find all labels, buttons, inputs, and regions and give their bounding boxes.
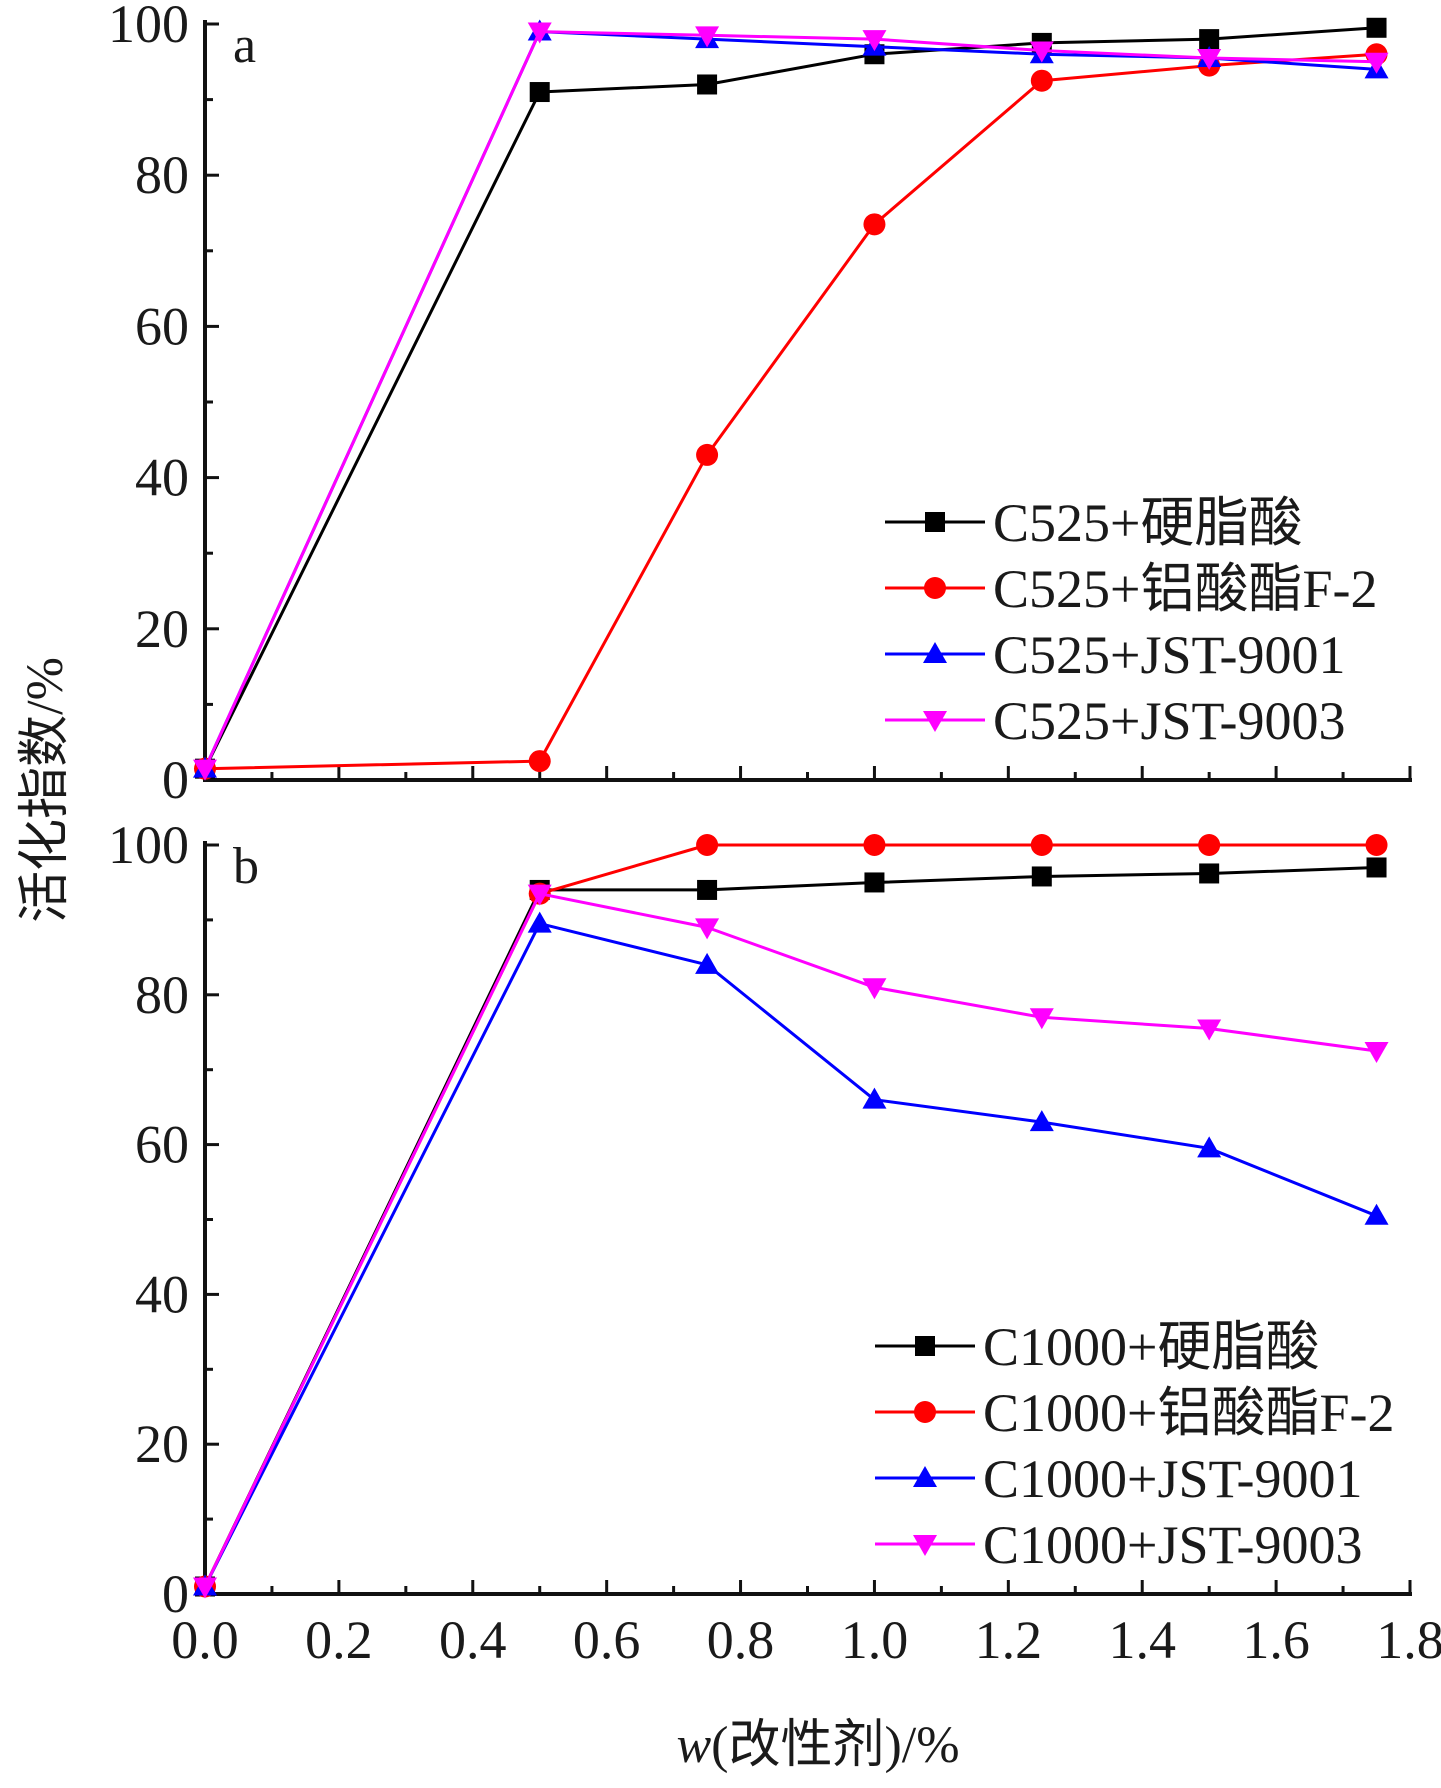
x-tick-label: 1.4 (1108, 1610, 1176, 1670)
panel-a-data-point (862, 30, 887, 52)
panel-a-legend-label: C525+铝酸酯F-2 (993, 559, 1378, 619)
panel-a-data-point (863, 213, 886, 236)
panel-b-data-point (695, 918, 720, 940)
panel-a-data-point (1366, 17, 1387, 38)
panel-b-label: b (233, 838, 259, 895)
panel-a-y-tick-label: 40 (135, 448, 189, 508)
panel-b-data-point (1198, 834, 1221, 856)
panel-a-legend-marker (925, 512, 945, 532)
panel-b-data-point (864, 872, 885, 893)
panel-b-y-tick-label: 100 (108, 815, 189, 875)
panel-a-legend-entry: C525+JST-9003 (885, 691, 1346, 751)
panel-a-legend-marker (923, 711, 947, 732)
panel-b-series-4 (193, 884, 1389, 1599)
panel-a-data-point (1030, 69, 1053, 92)
panel-b-data-point (1199, 863, 1220, 884)
panel-a-y-tick-label: 60 (135, 296, 189, 356)
panel-a-data-point (528, 750, 551, 773)
x-axis-title: w(改性剂)/% (676, 1717, 959, 1774)
panel-b-data-point (193, 1577, 217, 1599)
panel-a-label: a (233, 17, 256, 74)
axes-layer: 0 20 40 60 80 100 a 0 20 40 60 80 100 0.0 0.2 0.4 0.6 0.8… (108, 0, 1441, 1670)
panel-a-data-point (695, 26, 720, 48)
panel-b-y-tick-label: 0 (162, 1564, 189, 1624)
panel-b-data-point (1365, 834, 1388, 856)
panel-b-legend-marker (914, 1401, 936, 1423)
x-axis-title-rest: (改性剂)/% (711, 1717, 959, 1774)
panel-a-y-tick-label: 100 (108, 0, 189, 54)
panel-a-data-point (697, 74, 718, 95)
panel-b-data-point (696, 834, 719, 856)
panel-b-data-point (527, 884, 552, 906)
panel-a-legend-marker (924, 577, 946, 599)
panel-a-legend-entry: C525+硬脂酸 (885, 493, 1302, 553)
panel-b-data-point (1197, 1136, 1222, 1158)
panel-b-data-point (863, 834, 886, 856)
panel-a-data-point (529, 82, 550, 103)
panel-a-legend-marker (923, 642, 947, 663)
panel-a-data-point (193, 759, 217, 781)
x-tick-label: 1.0 (841, 1610, 909, 1670)
x-tick-label: 0.2 (305, 1610, 373, 1670)
x-tick-label: 1.6 (1242, 1610, 1310, 1670)
panel-b-legend-marker (915, 1336, 935, 1356)
panel-b-data-point (1029, 1110, 1054, 1132)
panel-b-y-tick-label: 80 (135, 965, 189, 1025)
panel-a-data-point (527, 22, 552, 44)
panel-a-data-point (696, 443, 719, 466)
panel-a-legend-entry: C525+铝酸酯F-2 (885, 559, 1378, 619)
panel-b-data-point (527, 911, 552, 933)
panel-b-data-point (697, 879, 718, 900)
x-axis-title-symbol: w (676, 1717, 711, 1774)
x-tick-label: 0.6 (573, 1610, 641, 1670)
panel-a-data-point (1199, 29, 1220, 50)
panel-a-data-point (1364, 52, 1389, 74)
panel-b-y-tick-label: 40 (135, 1264, 189, 1324)
panel-b-legend-entry: C1000+JST-9003 (875, 1515, 1363, 1575)
panel-b-y-tick-label: 60 (135, 1115, 189, 1175)
panel-a-series-4 (193, 22, 1389, 781)
panel-a-legend-label: C525+JST-9001 (993, 625, 1346, 685)
panel-b-data-point (1197, 1019, 1222, 1041)
panel-a-data-point (1197, 49, 1222, 71)
x-tick-label: 0.8 (707, 1610, 775, 1670)
series-layer (193, 17, 1389, 1599)
panel-a-y-tick-label: 80 (135, 145, 189, 205)
panel-b-legend-label: C1000+JST-9001 (983, 1449, 1363, 1509)
panel-b-data-point (862, 1087, 887, 1109)
panel-b-legend-label: C1000+硬脂酸 (983, 1317, 1319, 1377)
panel-b-data-point (1364, 1041, 1389, 1063)
panel-b-legend-entry: C1000+JST-9001 (875, 1449, 1363, 1509)
panel-b-legend-entry: C1000+硬脂酸 (875, 1317, 1319, 1377)
x-tick-label: 0.4 (439, 1610, 507, 1670)
panel-b-legend-marker (913, 1535, 937, 1556)
y-axis-title: 活化指数/% (17, 657, 74, 923)
panel-a-legend-label: C525+硬脂酸 (993, 493, 1302, 553)
panel-b-data-point (1029, 1008, 1054, 1030)
panel-b-data-point (1031, 866, 1052, 887)
panel-b-legend-marker (913, 1466, 937, 1487)
panel-a-data-point (1029, 41, 1054, 63)
panel-b-data-point (695, 952, 720, 974)
panel-b-legend-label: C1000+JST-9003 (983, 1515, 1363, 1575)
panel-a-legend-entry: C525+JST-9001 (885, 625, 1346, 685)
panel-b-data-point (1366, 857, 1387, 878)
x-tick-label: 1.8 (1376, 1610, 1441, 1670)
x-tick-label: 0.0 (171, 1610, 239, 1670)
panel-b-data-point (862, 978, 887, 1000)
panel-b-data-point (1030, 834, 1053, 856)
x-tick-label: 1.2 (975, 1610, 1043, 1670)
legend-layer: C525+硬脂酸C525+铝酸酯F-2C525+JST-9001C525+JST… (875, 493, 1395, 1575)
panel-b-legend-entry: C1000+铝酸酯F-2 (875, 1383, 1395, 1443)
panel-b-y-tick-label: 20 (135, 1414, 189, 1474)
panel-b-legend-label: C1000+铝酸酯F-2 (983, 1383, 1395, 1443)
panel-a-y-tick-label: 20 (135, 599, 189, 659)
panel-a-y-tick-label: 0 (162, 750, 189, 810)
panel-a-legend-label: C525+JST-9003 (993, 691, 1346, 751)
panel-b-data-point (1364, 1203, 1389, 1225)
